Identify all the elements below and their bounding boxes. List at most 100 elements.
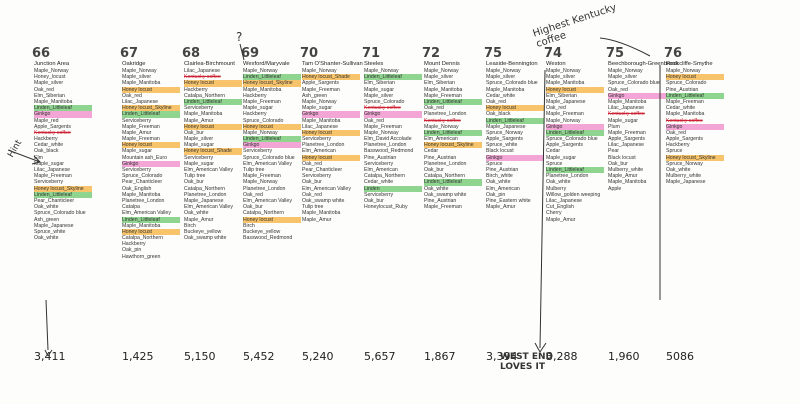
list-item: Cedar_white <box>34 142 64 149</box>
list-item: Hackberry <box>243 92 267 99</box>
list-item: Spruce_Colorado blue <box>546 136 598 143</box>
list-item: Linden_Littleleaf <box>34 191 92 198</box>
list-item: Spruce_Colorado blue <box>34 210 86 217</box>
list-item: Maple_Amur <box>608 173 638 180</box>
list-item: Spruce_Colorado blue <box>486 80 538 87</box>
list-item: Maple_Norway <box>243 179 278 186</box>
list-item: Serviceberry <box>184 105 214 112</box>
list-item: Maple_sugar <box>608 117 638 124</box>
list-item: Pear_Chanticleer <box>34 197 75 204</box>
list-item: Maple_silver <box>486 74 516 81</box>
list-item: Maple_Manitoba <box>34 98 73 105</box>
list-item: Elm_American Valley <box>122 210 171 217</box>
column-total: 5,657 <box>364 350 396 363</box>
list-item: Maple_Manitoba <box>122 222 161 229</box>
list-item: Oak_white <box>546 179 571 186</box>
list-item: Maple_Norway <box>122 68 157 74</box>
column-number: 70 <box>300 46 319 61</box>
list-item: Maple_Japanese <box>546 98 586 105</box>
list-item: Linden_Littleleaf <box>184 98 242 106</box>
column-header: Leaside-Bennington <box>486 61 538 67</box>
list-item: Oak_swamp white <box>184 235 227 242</box>
list-item: Maple_Norway <box>34 68 69 74</box>
column-number: 69 <box>241 46 260 61</box>
list-item: Planetree_London <box>243 185 286 192</box>
list-item: Lilac_Japanese <box>608 105 645 112</box>
list-item: Catalpa_Northern <box>122 235 163 242</box>
list-item: Oak_bur <box>184 129 204 136</box>
list-item: Oak_black <box>34 148 59 155</box>
list-item: Pear <box>608 148 619 155</box>
list-item: Maple_sugar <box>302 105 332 112</box>
list-item: Ginkgo <box>243 142 301 149</box>
list-item: Oak_white <box>486 179 511 186</box>
list-item: Kentucky coffee <box>424 117 461 124</box>
list-item: Maple_Norway <box>546 68 581 74</box>
list-item: Oak_white <box>34 204 59 211</box>
column: 71 Steeles Maple_Norway Linden_Littleleaf El… <box>362 47 422 210</box>
column-header: Clairlea-Birchmount <box>184 61 235 67</box>
list-item: Maple_Freeman <box>608 129 646 136</box>
list-item: Elm_Siberian <box>546 92 577 99</box>
list-item: Oak_red <box>122 92 142 99</box>
list-item: Spruce_Norway <box>666 160 703 167</box>
list-item: Serviceberry <box>302 173 332 180</box>
list-item: Linden_Littleleaf <box>122 216 180 223</box>
list-item: Maple_Japanese <box>666 179 706 186</box>
column-number: 67 <box>120 46 139 61</box>
list-item: Linden_Littleleaf <box>243 136 301 143</box>
list-item: Maple_Manitoba <box>184 111 223 118</box>
list-item: Maple_Freeman <box>424 92 462 99</box>
list-item: Oak_white <box>184 210 209 217</box>
column-total: 1,960 <box>608 350 640 363</box>
list-item: Catalpa_Northern <box>184 92 225 99</box>
list-item: Linden_Littleleaf <box>486 117 544 124</box>
list-item: Mulberry <box>546 185 567 192</box>
list-item: Spruce_white <box>486 142 518 149</box>
list-item: Pine_Austrian <box>424 197 457 204</box>
list-item: Honey locust <box>122 142 180 149</box>
list-item: Oak_swamp white <box>424 191 467 198</box>
list-item: Pine_Austrian <box>424 154 457 161</box>
list-item: Hackberry <box>34 136 58 143</box>
list-item: Elm_American Valley <box>302 185 351 192</box>
list-item: Maple_Norway <box>546 117 581 124</box>
list-item: Maple_Freeman <box>364 123 402 130</box>
list-item: Oak_red <box>364 117 384 124</box>
column-total: 5,452 <box>243 350 275 363</box>
list-item: Mountain ash_Euro <box>122 154 167 161</box>
list-item: Birch <box>184 222 196 229</box>
list-item: Cherry <box>546 210 562 217</box>
list-item: Maple_sugar <box>184 142 214 149</box>
column-total: 1,867 <box>424 350 456 363</box>
list-item: Lilac_Japanese <box>122 98 159 105</box>
list-item: Elm_Siberian <box>424 80 455 87</box>
list-item: Spruce_Colorado blue <box>243 154 295 161</box>
column-header: Steeles <box>364 61 384 67</box>
list-item: Serviceberry <box>122 117 152 124</box>
list-item: Honey locust_Skyline <box>34 185 92 192</box>
column: 70 Tam O'Shanter-Sullivan Maple_Norway Hone… <box>300 46 363 223</box>
list-item: Linden <box>364 185 422 192</box>
list-item: Honey locust <box>486 105 544 112</box>
list-item: Elm_American Valley <box>243 197 292 204</box>
list-item: Honey_locust <box>34 74 66 81</box>
list-item: Maple_Amur <box>302 216 332 223</box>
list-item: Maple_Freeman <box>546 111 584 118</box>
list-item: Maple_sugar <box>546 154 576 161</box>
list-item: Linden_Littleleaf <box>424 129 482 137</box>
list-item: Maple_Amur <box>486 204 516 211</box>
list-item: Oak_red <box>424 105 444 112</box>
list-item: Birch <box>243 222 255 229</box>
list-item: Maple_Manitoba <box>608 98 647 105</box>
list-item: Oak_red <box>302 191 322 198</box>
column-number: 75 <box>606 46 625 61</box>
list-item: Oak_white <box>34 235 59 242</box>
list-item: Planetree_London <box>546 173 589 180</box>
list-item: Honey locust <box>122 228 180 236</box>
list-item: Tulip tree <box>184 173 206 180</box>
list-item: Ginkgo <box>122 160 180 167</box>
list-item: Spruce <box>546 160 563 167</box>
list-item: Hawthorn_green <box>122 253 161 260</box>
list-item: Serviceberry <box>184 154 214 161</box>
